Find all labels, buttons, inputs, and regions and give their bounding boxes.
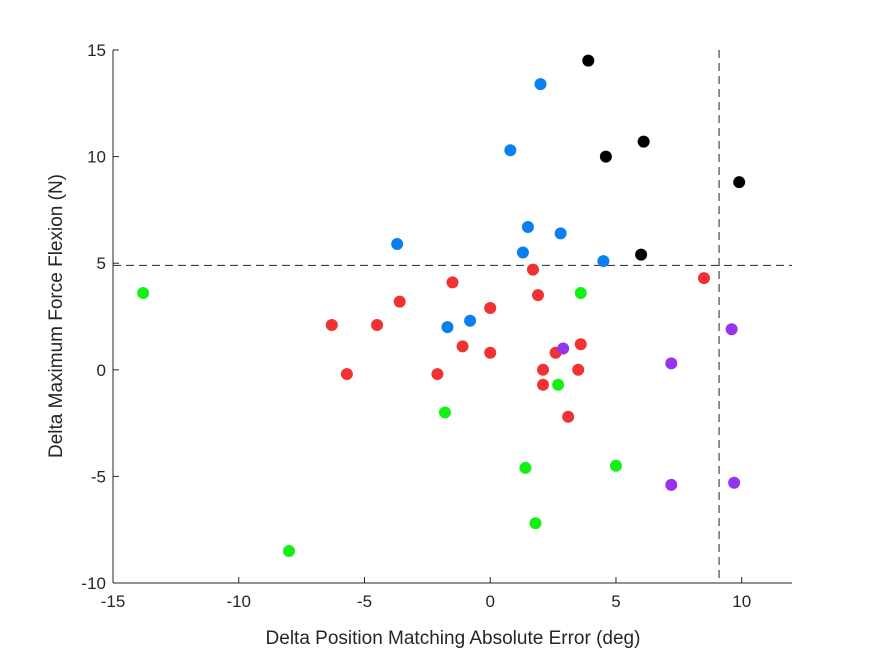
data-point-black <box>733 176 746 189</box>
data-point-red <box>371 319 384 332</box>
data-point-red <box>456 340 469 353</box>
x-tick-label: 0 <box>485 592 494 611</box>
data-point-blue <box>597 255 610 268</box>
y-axis-label: Delta Maximum Force Flexion (N) <box>46 174 67 458</box>
data-point-purple <box>665 357 678 370</box>
x-tick-label: -5 <box>357 592 372 611</box>
data-point-blue <box>521 220 534 233</box>
y-tick-label: 10 <box>87 148 106 167</box>
x-tick-label: 10 <box>732 592 751 611</box>
data-point-red <box>562 410 575 423</box>
axes <box>112 49 792 584</box>
x-tick-label: -10 <box>226 592 251 611</box>
x-tick-labels: -15 -10 -5 0 5 10 <box>101 592 751 611</box>
data-point-blue <box>391 238 404 251</box>
x-tick-label: 5 <box>611 592 620 611</box>
data-point-red <box>574 338 587 351</box>
x-tick-label: -15 <box>101 592 126 611</box>
y-tick-label: 0 <box>97 361 106 380</box>
data-point-blue <box>554 227 567 240</box>
data-point-green <box>137 287 150 300</box>
y-tick-label: 15 <box>87 41 106 60</box>
data-point-purple <box>728 476 741 489</box>
reference-lines <box>113 50 792 583</box>
data-point-blue <box>504 144 517 157</box>
data-point-blue <box>534 78 547 91</box>
data-point-red <box>393 295 406 308</box>
data-points <box>137 54 746 558</box>
data-point-black <box>582 54 595 67</box>
data-point-red <box>572 363 585 376</box>
data-point-purple <box>665 478 678 491</box>
data-point-red <box>325 319 338 332</box>
data-point-black <box>637 135 650 148</box>
data-point-green <box>529 517 542 530</box>
data-point-red <box>697 272 710 285</box>
data-point-green <box>552 378 565 391</box>
data-point-green <box>609 459 622 472</box>
data-point-red <box>431 368 444 381</box>
data-point-red <box>484 301 497 314</box>
y-tick-labels: -10 -5 0 5 10 15 <box>81 41 106 593</box>
data-point-green <box>438 406 451 419</box>
data-point-green <box>519 461 532 474</box>
data-point-red <box>532 289 545 302</box>
data-point-red <box>526 263 539 276</box>
data-point-green <box>283 545 296 558</box>
data-point-black <box>635 248 648 261</box>
data-point-red <box>340 368 353 381</box>
data-point-purple <box>557 342 570 355</box>
data-point-blue <box>516 246 529 259</box>
data-point-blue <box>464 314 477 327</box>
data-point-red <box>484 346 497 359</box>
data-point-red <box>446 276 459 289</box>
data-point-green <box>574 287 587 300</box>
y-tick-label: 5 <box>97 254 106 273</box>
data-point-red <box>537 363 550 376</box>
data-point-blue <box>441 321 454 334</box>
y-tick-label: -10 <box>81 574 106 593</box>
data-point-black <box>599 150 612 163</box>
x-axis-label: Delta Position Matching Absolute Error (… <box>266 628 641 649</box>
data-point-red <box>537 378 550 391</box>
data-point-purple <box>725 323 738 336</box>
y-tick-label: -5 <box>91 467 106 486</box>
